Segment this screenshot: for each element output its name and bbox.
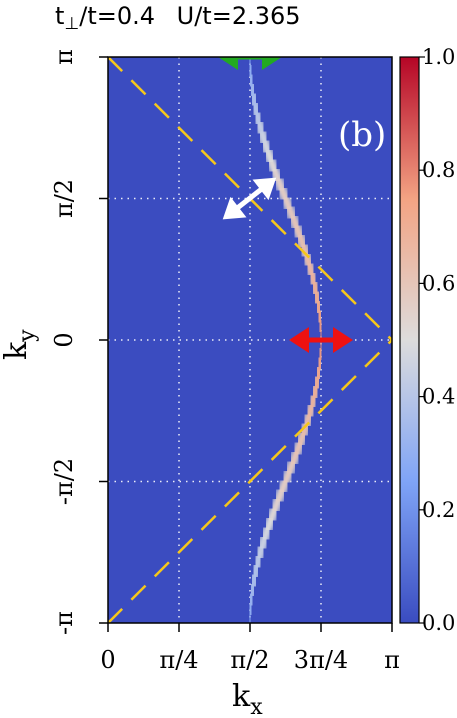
x-tick-label: π/2: [230, 646, 269, 674]
x-axis-label-subscript: x: [250, 695, 263, 718]
arrow-white-shape: [222, 177, 277, 220]
arrow-white: [222, 177, 277, 220]
x-tick-label: 3π/4: [294, 646, 348, 674]
arrows: [218, 57, 354, 353]
title-tperp-value: /t=0.4: [79, 2, 155, 30]
x-axis-ticks: 0 π/4 π/2 3π/4 π: [100, 623, 400, 674]
title-u-value: U/t=2.365: [177, 2, 301, 30]
title-tperp-symbol: t: [55, 2, 64, 30]
chart-title: t⊥/t=0.4 U/t=2.365: [55, 2, 301, 34]
y-axis-ticks: π π/2 0 -π/2 -π: [50, 49, 108, 635]
y-axis-label-subscript: y: [15, 329, 40, 343]
colorbar: [399, 56, 420, 624]
arrow-red-shape: [289, 327, 354, 353]
x-tick-label: π: [384, 646, 400, 674]
x-axis-label-main: k: [232, 679, 251, 714]
colorbar-tick-label: 0.6: [422, 271, 455, 295]
arrow-green-shape: [218, 57, 282, 70]
y-tick-label: -π: [50, 611, 78, 635]
colorbar-tick-label: 1.0: [422, 45, 455, 69]
arrow-green: [218, 57, 282, 70]
colorbar-tick-label: 0.2: [422, 498, 455, 522]
x-axis-label: kx: [232, 679, 263, 718]
y-axis-label: ky: [0, 329, 40, 360]
y-tick-label: 0: [50, 332, 78, 347]
colorbar-tick-label: 0.4: [422, 385, 455, 409]
y-tick-label: -π/2: [50, 458, 78, 505]
colorbar-tick-label: 0.0: [422, 611, 455, 635]
heatmap-plot-area: [108, 57, 392, 623]
y-tick-label: π/2: [50, 179, 78, 218]
panel-label: (b): [338, 115, 386, 155]
colorbar-ticks: 0.0 0.2 0.4 0.6 0.8 1.0: [419, 45, 455, 635]
x-tick-label: π/4: [159, 646, 198, 674]
x-tick-label: 0: [100, 646, 115, 674]
title-tperp-subscript: ⊥: [64, 14, 79, 34]
guide-line-dashed: [108, 339, 392, 623]
y-tick-label: π: [50, 49, 78, 65]
colorbar-tick-label: 0.8: [422, 158, 455, 182]
y-axis-label-main: k: [0, 341, 34, 360]
fermi-surface: [244, 57, 327, 623]
arrow-red: [289, 327, 354, 353]
